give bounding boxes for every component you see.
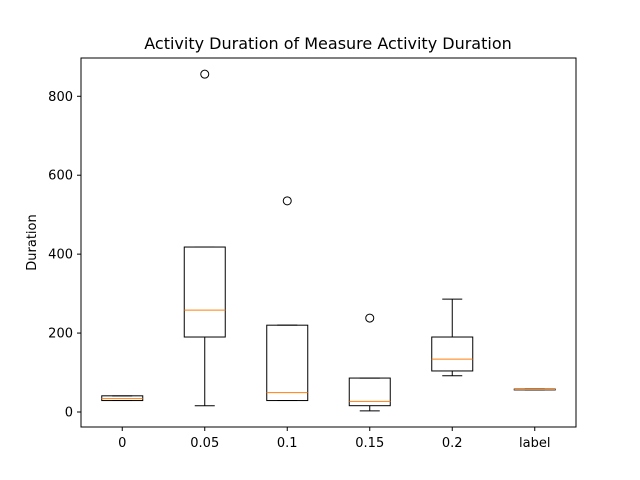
y-tick-label: 600 (48, 169, 73, 184)
iqr-box (348, 377, 391, 407)
plot-area (101, 69, 556, 412)
chart-title: Activity Duration of Measure Activity Du… (144, 34, 512, 53)
y-tick-label: 200 (48, 327, 73, 342)
iqr-box (183, 246, 226, 338)
x-tick-label: 0.2 (442, 436, 463, 451)
box-group-0-15 (348, 313, 391, 412)
box-group-label (513, 388, 556, 391)
box-group-0 (101, 395, 144, 402)
box-group-0-05 (183, 69, 226, 407)
x-tick-label: label (519, 436, 550, 451)
x-tick-label: 0.05 (190, 436, 219, 451)
outlier-point (282, 196, 292, 206)
iqr-box (266, 324, 309, 402)
y-tick-label: 0 (65, 406, 73, 421)
plot-frame (80, 57, 577, 428)
y-tick-label: 800 (48, 90, 73, 105)
box-group-0-2 (431, 298, 474, 377)
outlier-point (200, 69, 210, 79)
iqr-box (431, 336, 474, 372)
x-tick-label: 0 (118, 436, 126, 451)
x-tick-label: 0.1 (277, 436, 298, 451)
y-tick-label: 400 (48, 248, 73, 263)
box-group-0-1 (266, 196, 309, 402)
outlier-point (365, 313, 375, 323)
x-tick-label: 0.15 (355, 436, 384, 451)
y-axis-label: Duration (25, 214, 40, 270)
